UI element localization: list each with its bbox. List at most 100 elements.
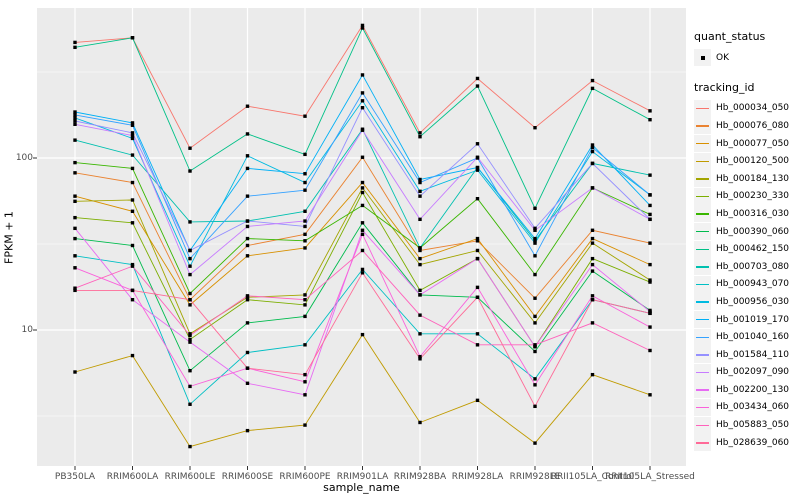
data-point [475,76,480,81]
legend-item-tracking-id: Hb_000316_030 [694,205,800,223]
data-point [73,116,77,120]
data-point [648,217,652,222]
data-point [475,343,480,347]
data-point [360,271,365,275]
data-point [648,241,652,245]
x-tick-label: RRIM928BA [393,472,447,482]
data-point [73,226,77,231]
data-point [130,121,135,125]
data-point [590,143,595,147]
data-point [533,206,537,210]
y-tick-label: 100 [15,153,33,163]
data-point [475,196,480,201]
data-point [245,294,250,298]
legend-item-tracking-id: Hb_000230_330 [694,187,800,206]
data-point [533,296,537,300]
data-point [533,349,537,354]
data-point [590,186,595,190]
legend-item-label: Hb_000077_050 [716,138,790,149]
data-point [188,333,192,338]
data-point [303,314,307,319]
data-point [245,243,250,248]
data-point [73,138,77,142]
data-point [590,236,595,241]
legend-item-tracking-id: Hb_001584_110 [694,346,800,364]
data-point [303,423,307,427]
data-point [360,186,365,190]
legend-item-tracking-id: Hb_000956_030 [694,293,800,311]
legend-key-line-icon [694,223,711,241]
data-point [73,40,77,45]
data-point [475,239,480,243]
data-point [648,262,652,267]
data-point [648,203,652,208]
legend-key-line-icon [694,240,711,258]
legend-item-tracking-id: Hb_000184_130 [694,170,800,188]
legend-key-line-icon [694,205,711,223]
data-point [188,303,192,307]
legend-key-line-icon [694,152,711,170]
data-point [533,344,537,349]
data-point [245,381,250,385]
data-point [648,393,652,397]
data-point [73,113,77,117]
legend-item-label: Hb_000230_330 [716,191,790,202]
data-point [303,303,307,307]
legend-item-tracking-id: Hb_000390_060 [694,223,800,241]
data-point [73,119,77,123]
data-point [418,354,422,359]
data-point [590,298,595,302]
data-point [418,313,422,317]
data-point [418,332,422,336]
legend-item-label: Hb_000076_080 [716,120,790,131]
data-point [245,166,250,171]
data-point [245,321,250,325]
data-point [303,224,307,229]
data-point [73,370,77,374]
legend-item-tracking-id: Hb_000943_070 [694,275,800,294]
data-point [360,99,365,103]
data-point [533,126,537,130]
data-point [73,122,77,127]
data-point [188,368,192,373]
legend-item-label: Hb_002200_130 [716,384,790,395]
legend-item-label: Hb_000034_050 [716,103,790,114]
legend-title-quant-status: quant_status [694,30,766,43]
data-point [303,343,307,347]
legend-item-label: Hb_000462_150 [716,244,790,255]
data-point [245,104,250,108]
legend-key-line-icon [694,99,711,117]
data-point [475,165,480,170]
legend-item-label: Hb_000943_070 [716,279,790,290]
legend-key-line-icon [694,328,711,346]
legend-item-label: OK [716,52,729,63]
data-point [360,23,365,28]
data-point [245,298,250,302]
data-point [360,228,365,232]
legend-item-label: Hb_000390_060 [716,226,790,237]
data-point [590,294,595,298]
data-point [73,45,77,50]
legend-key-line-icon [694,293,711,311]
x-tick-label: RRIM600SE [221,472,274,482]
data-point [130,243,135,248]
data-point [188,256,192,261]
x-tick-label: RRIM928LA [451,472,504,482]
legend-item-label: Hb_000184_130 [716,173,790,184]
data-point [418,246,422,250]
data-point [418,194,422,198]
data-point [648,109,652,113]
data-point [475,248,480,253]
data-point [360,128,365,132]
legend-key-line-icon [694,187,711,205]
data-point [475,398,480,403]
data-point [418,288,422,293]
legend-key-line-icon [694,416,711,434]
x-tick-label: RRIM901LA [336,472,389,482]
legend-item-label: Hb_000703_080 [716,261,790,272]
data-point [360,155,365,159]
legend-item-label: Hb_001040_160 [716,332,790,343]
legend-key-line-icon [694,275,711,293]
data-point [418,357,422,361]
data-point [475,142,480,146]
